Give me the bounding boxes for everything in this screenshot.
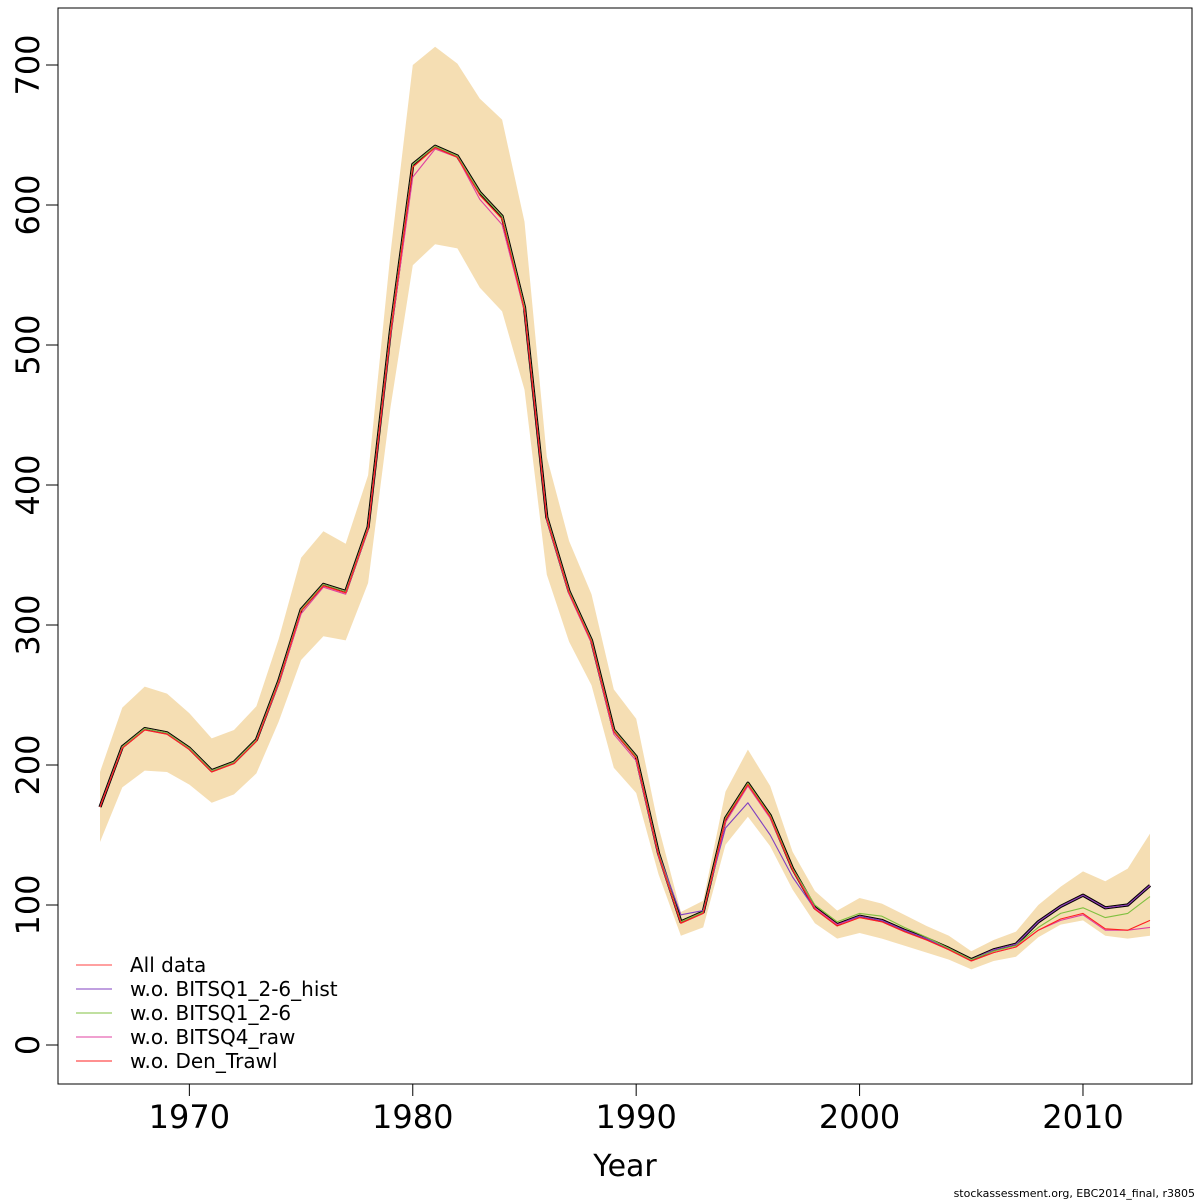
legend-label-4: w.o. BITSQ4_raw [130, 1025, 295, 1049]
legend-label-2: w.o. BITSQ1_2-6_hist [130, 977, 338, 1001]
y-tick-label: 500 [9, 314, 47, 375]
x-tick-label: 2010 [1042, 1098, 1123, 1136]
series-line-5 [99, 147, 1151, 962]
y-tick-label: 600 [9, 174, 47, 235]
legend-label-3: w.o. BITSQ1_2-6 [130, 1001, 291, 1025]
y-axis: 0 100 200 300 400 500 600 700 [9, 34, 59, 1055]
x-tick-label: 1980 [372, 1098, 453, 1136]
x-tick-label: 1970 [149, 1098, 230, 1136]
x-tick-label: 2000 [819, 1098, 900, 1136]
series-lines [98, 144, 1152, 962]
credit-text: stockassessment.org, EBC2014_final, r380… [954, 1187, 1195, 1200]
legend-label-5: w.o. Den_Trawl [130, 1049, 278, 1073]
y-tick-label: 400 [9, 454, 47, 515]
legend-label-1: All data [130, 953, 206, 977]
y-tick-label: 0 [9, 1035, 47, 1055]
x-tick-label: 1990 [595, 1098, 676, 1136]
x-axis-title: Year [592, 1149, 657, 1184]
y-tick-label: 200 [9, 734, 47, 795]
y-tick-label: 300 [9, 594, 47, 655]
y-tick-label: 100 [9, 874, 47, 935]
x-axis: 1970 1980 1990 2000 2010 [149, 1083, 1124, 1136]
y-tick-label: 700 [9, 34, 47, 95]
